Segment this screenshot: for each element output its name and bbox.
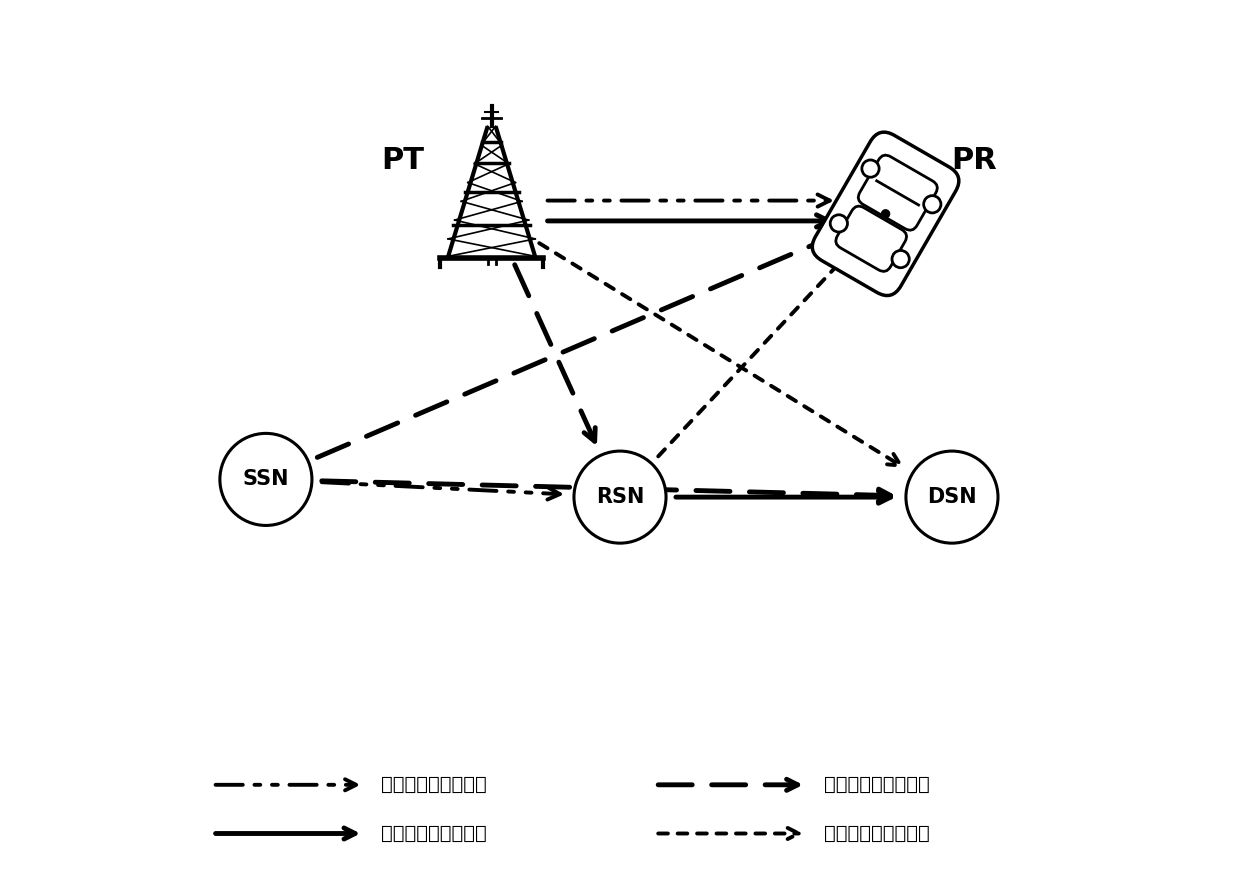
Circle shape (924, 195, 941, 213)
Circle shape (219, 433, 312, 526)
Circle shape (882, 210, 889, 218)
Text: 第二时隙的所需信道: 第二时隙的所需信道 (381, 824, 487, 843)
Text: PR: PR (951, 147, 997, 175)
Text: 第二时隙的干扰信道: 第二时隙的干扰信道 (823, 824, 929, 843)
Text: 第一时隙的所需信道: 第一时隙的所需信道 (381, 775, 487, 794)
Text: RSN: RSN (595, 488, 645, 507)
FancyBboxPatch shape (858, 155, 937, 230)
Circle shape (892, 250, 909, 267)
Text: DSN: DSN (928, 488, 977, 507)
FancyBboxPatch shape (836, 206, 906, 272)
Text: 第一时隙的干扰信道: 第一时隙的干扰信道 (823, 775, 929, 794)
Circle shape (906, 451, 998, 543)
Circle shape (862, 160, 879, 178)
Circle shape (831, 215, 847, 232)
Text: PT: PT (382, 147, 424, 175)
Text: SSN: SSN (243, 470, 289, 489)
FancyBboxPatch shape (812, 132, 959, 296)
Circle shape (574, 451, 666, 543)
